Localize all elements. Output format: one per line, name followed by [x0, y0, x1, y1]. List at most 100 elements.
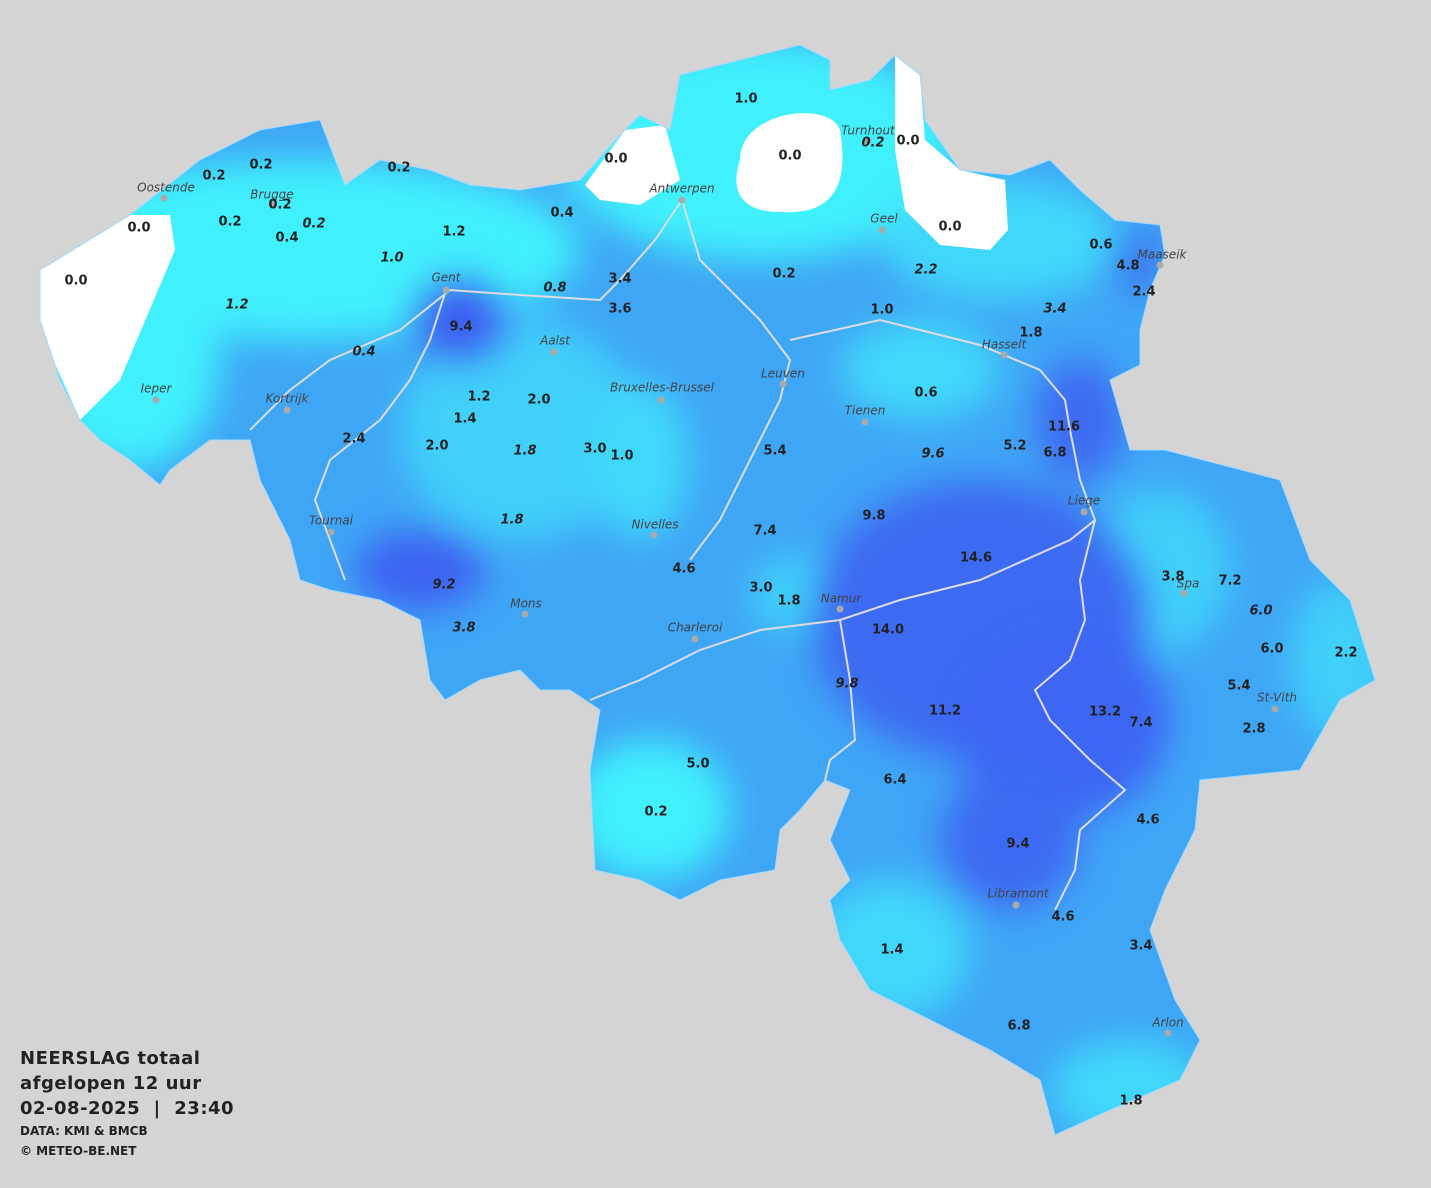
- city-label: Antwerpen: [648, 182, 714, 196]
- city-label: Nivelles: [631, 518, 678, 532]
- station-value: 1.2: [467, 390, 490, 405]
- city-label: Leuven: [761, 367, 805, 381]
- station-value: 5.2: [1003, 439, 1026, 454]
- cities: Oostende Brugge Antwerpen Turnhout Geel Maase…: [137, 124, 1297, 1037]
- station-value: 9.8: [835, 677, 858, 692]
- city-label: Kortrijk: [266, 392, 310, 406]
- city-label: Maaseik: [1138, 248, 1188, 262]
- station-value: 2.4: [1132, 285, 1155, 300]
- city-dot: [1271, 705, 1279, 713]
- station-value: 6.4: [883, 773, 906, 788]
- city-dot: [678, 196, 686, 204]
- station-value: 3.0: [583, 442, 606, 457]
- station-value: 1.8: [1119, 1094, 1142, 1109]
- station-value: 0.2: [249, 158, 272, 173]
- title: NEERSLAG totaal: [20, 1048, 201, 1069]
- station-value: 4.8: [1116, 259, 1139, 274]
- city-dot: [861, 418, 869, 426]
- station-value: 5.4: [763, 444, 786, 459]
- copyright: © METEO-BE.NET: [20, 1144, 137, 1158]
- station-value: 3.0: [749, 581, 772, 596]
- station-value: 3.8: [452, 621, 475, 636]
- city-label: Geel: [870, 212, 898, 226]
- city-dot: [521, 610, 529, 618]
- station-value: 0.2: [861, 136, 884, 151]
- station-value: 3.4: [1043, 302, 1066, 317]
- city-label: Aalst: [539, 334, 571, 348]
- city-label: St-Vith: [1257, 691, 1297, 705]
- city-dot: [779, 380, 787, 388]
- period: afgelopen 12 uur: [20, 1073, 202, 1094]
- legend: NEERSLAG totaal afgelopen 12 uur 02-08-2…: [20, 1046, 234, 1161]
- station-value: 0.6: [1089, 238, 1112, 253]
- city-dot: [268, 201, 276, 209]
- station-value: 2.0: [425, 439, 448, 454]
- station-value: 9.8: [862, 509, 885, 524]
- city-dot: [550, 348, 558, 356]
- city-label: Spa: [1177, 577, 1200, 591]
- station-value: 0.2: [644, 805, 667, 820]
- station-value: 0.2: [268, 198, 291, 213]
- station-value: 4.6: [672, 562, 695, 577]
- city-dot: [691, 635, 699, 643]
- station-value: 0.2: [387, 161, 410, 176]
- station-value: 6.0: [1260, 642, 1283, 657]
- city-label: Mons: [510, 597, 542, 611]
- station-value: 0.2: [772, 267, 795, 282]
- city-dot: [864, 137, 872, 145]
- station-value: 0.2: [302, 217, 325, 232]
- city-dot: [1012, 901, 1020, 909]
- city-dot: [442, 286, 450, 294]
- station-value: 13.2: [1089, 705, 1121, 720]
- station-value: 1.2: [442, 225, 465, 240]
- city-dot: [1000, 351, 1008, 359]
- city-label: Turnhout: [841, 124, 896, 138]
- station-value: 11.6: [1048, 420, 1080, 435]
- city-dot: [1156, 261, 1164, 269]
- station-value: 1.8: [777, 594, 800, 609]
- city-label: Liege: [1068, 494, 1100, 508]
- station-value: 6.8: [1007, 1019, 1030, 1034]
- station-value: 3.6: [608, 302, 631, 317]
- city-dot: [657, 396, 665, 404]
- station-value: 2.2: [914, 263, 937, 278]
- city-label: Namur: [821, 592, 863, 606]
- station-value: 0.0: [778, 149, 801, 164]
- city-label: Charleroi: [668, 621, 723, 635]
- city-label: Ieper: [141, 382, 173, 396]
- datetime: 02-08-2025 | 23:40: [20, 1098, 235, 1119]
- station-value: 7.4: [1129, 716, 1152, 731]
- city-label: Gent: [432, 271, 462, 285]
- city-dot: [836, 605, 844, 613]
- city-label: Oostende: [137, 181, 195, 195]
- station-value: 0.2: [202, 169, 225, 184]
- station-value: 5.4: [1227, 679, 1250, 694]
- station-values: 1.0 0.0 0.0 0.2 0.0 0.2 0.2 0.2 0.2 0.2 0.2 0.4 0.0 0…: [64, 92, 1357, 1109]
- station-value: 4.6: [1051, 910, 1074, 925]
- source: DATA: KMI & BMCB: [20, 1124, 148, 1138]
- station-value: 0.2: [218, 215, 241, 230]
- station-value: 1.0: [610, 449, 633, 464]
- station-value: 1.0: [380, 251, 403, 266]
- station-value: 1.0: [734, 92, 757, 107]
- station-value: 1.4: [453, 412, 476, 427]
- station-value: 2.0: [527, 393, 550, 408]
- country-border: [39, 44, 1376, 1136]
- station-value: 1.0: [870, 303, 893, 318]
- station-value: 1.8: [500, 513, 523, 528]
- station-value: 7.2: [1218, 574, 1241, 589]
- city-label: Tienen: [845, 404, 886, 418]
- station-value: 2.2: [1334, 646, 1357, 661]
- city-label: Arlon: [1151, 1016, 1183, 1030]
- city-dot: [1180, 589, 1188, 597]
- station-value: 0.0: [604, 152, 627, 167]
- station-value: 7.4: [753, 524, 776, 539]
- city-label: Hasselt: [982, 338, 1028, 352]
- rivers: [249, 199, 1127, 911]
- station-value: 3.4: [1129, 939, 1152, 954]
- station-value: 0.0: [938, 220, 961, 235]
- city-label: Libramont: [987, 887, 1050, 901]
- station-value: 0.8: [543, 281, 566, 296]
- station-value: 6.0: [1249, 604, 1272, 619]
